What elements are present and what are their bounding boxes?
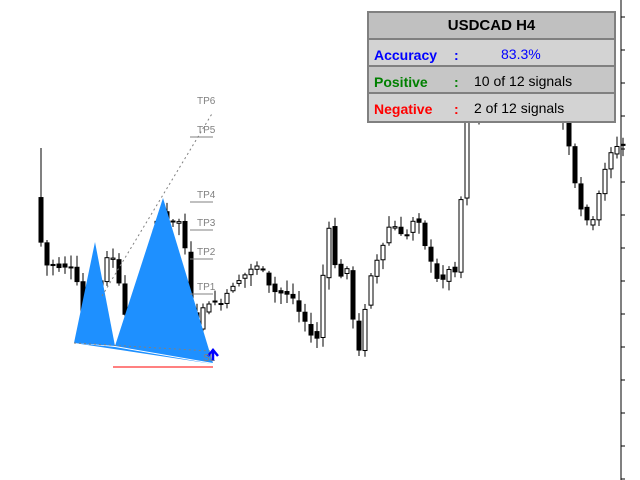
bullish-candle [224, 292, 230, 304]
bearish-candle [404, 234, 410, 237]
bullish-candle [410, 220, 416, 233]
bullish-candle [320, 274, 326, 338]
bullish-candle [602, 168, 608, 195]
bearish-candle [428, 246, 434, 262]
bearish-candle [278, 290, 284, 294]
sl-label: SL [203, 353, 216, 364]
positive-colon: : [454, 74, 459, 90]
bearish-candle [572, 146, 578, 184]
candles [38, 84, 626, 357]
tp1-label: TP1 [197, 282, 216, 293]
bearish-candle [122, 283, 128, 315]
bullish-candle [104, 257, 110, 283]
bullish-candle [392, 226, 398, 229]
harmonic-pattern [73, 111, 219, 368]
bearish-candle [44, 242, 50, 266]
negative-colon: : [454, 101, 459, 117]
bullish-candle [326, 227, 332, 279]
accuracy-row: Accuracy : 83.3% [369, 40, 614, 67]
bearish-candle [290, 293, 296, 299]
bearish-candle [182, 221, 188, 249]
bearish-candle [272, 283, 278, 293]
bullish-candle [380, 244, 386, 261]
signal-stats-panel: USDCAD H4 Accuracy : 83.3% Positive : 10… [367, 11, 616, 123]
bullish-candle [446, 268, 452, 282]
tp3-label: TP3 [197, 218, 216, 229]
tp2-label: TP2 [197, 247, 216, 258]
bullish-candle [374, 259, 380, 277]
panel-title: USDCAD H4 [369, 13, 614, 40]
bullish-candle [242, 274, 248, 279]
tp4-label: TP4 [197, 190, 216, 201]
bearish-candle [302, 311, 308, 322]
bearish-candle [314, 331, 320, 339]
bullish-candle [362, 308, 368, 352]
bearish-candle [296, 300, 302, 312]
bearish-candle [338, 263, 344, 277]
bearish-candle [266, 272, 272, 286]
buy-arrow-icon [207, 348, 219, 361]
bearish-candle [74, 266, 80, 283]
tp5-label: TP5 [197, 125, 216, 136]
bearish-candle [578, 183, 584, 210]
bearish-candle [284, 291, 290, 295]
bearish-candle [50, 263, 56, 267]
bearish-candle [620, 143, 626, 146]
bullish-candle [170, 220, 176, 223]
bullish-candle [200, 307, 206, 330]
bearish-candle [434, 263, 440, 279]
tp6-label: TP6 [197, 96, 216, 107]
bearish-candle [356, 320, 362, 351]
bullish-candle [386, 226, 392, 244]
bearish-candle [56, 263, 62, 269]
positive-row: Positive : 10 of 12 signals [369, 67, 614, 94]
negative-label: Negative [374, 101, 433, 117]
bearish-candle [416, 218, 422, 223]
bearish-candle [68, 266, 74, 269]
bearish-candle [452, 266, 458, 273]
bearish-candle [584, 206, 590, 221]
bearish-candle [350, 270, 356, 320]
bullish-candle [236, 280, 242, 284]
bearish-candle [440, 274, 446, 280]
price-axis [620, 0, 625, 480]
bullish-candle [596, 193, 602, 221]
bearish-candle [38, 197, 44, 243]
bullish-candle [464, 115, 470, 199]
negative-row: Negative : 2 of 12 signals [369, 94, 614, 121]
bearish-candle [212, 300, 218, 303]
bearish-candle [116, 259, 122, 284]
bullish-candle [368, 275, 374, 306]
bullish-candle [590, 219, 596, 226]
bullish-candle [218, 303, 224, 306]
positive-value: 10 of 12 signals [474, 73, 573, 89]
bearish-candle [422, 222, 428, 247]
bullish-candle [176, 221, 182, 224]
pattern-triangle-2 [115, 198, 213, 363]
bullish-candle [206, 303, 212, 313]
positive-label: Positive [374, 74, 428, 90]
bullish-candle [260, 268, 266, 271]
pattern-triangle-1 [74, 242, 115, 346]
bearish-candle [308, 324, 314, 336]
bullish-candle [230, 285, 236, 292]
accuracy-value: 83.3% [501, 46, 541, 62]
accuracy-label: Accuracy [374, 47, 438, 63]
bullish-candle [110, 257, 116, 260]
negative-value: 2 of 12 signals [474, 100, 565, 116]
bullish-candle [344, 268, 350, 274]
pattern-bottom-wedge [74, 343, 213, 364]
bullish-candle [254, 265, 260, 270]
bullish-candle [614, 145, 620, 155]
bearish-candle [398, 226, 404, 235]
bearish-candle [332, 226, 338, 266]
bearish-candle [62, 263, 68, 268]
accuracy-colon: : [454, 47, 459, 63]
bullish-candle [608, 152, 614, 170]
bullish-candle [248, 268, 254, 276]
bullish-candle [458, 199, 464, 273]
projection-line [101, 111, 214, 297]
